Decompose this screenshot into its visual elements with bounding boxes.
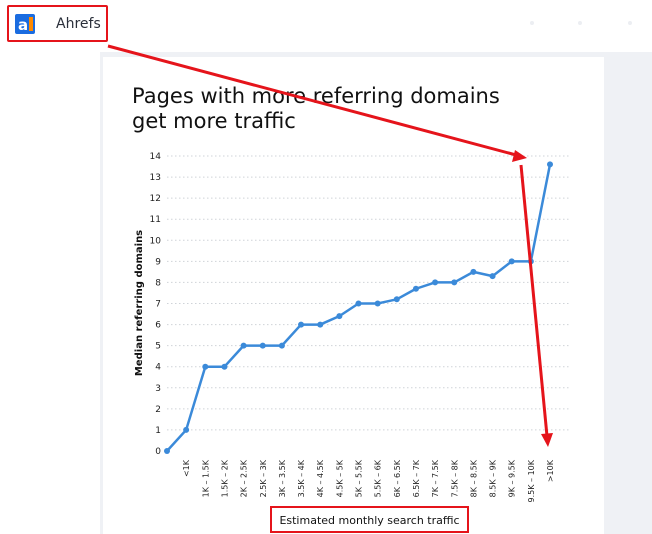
y-axis-label: Median referring domains bbox=[134, 230, 145, 376]
x-tick-label: 4.5K – 5K bbox=[335, 459, 344, 497]
data-point bbox=[240, 342, 247, 349]
data-point bbox=[336, 313, 343, 320]
x-tick-label: <1K bbox=[182, 459, 191, 477]
annotation-arrowhead-icon bbox=[541, 433, 553, 447]
data-point bbox=[393, 296, 400, 303]
chart-title-line-1: Pages with more referring domains bbox=[132, 84, 500, 108]
data-point bbox=[547, 161, 553, 168]
y-tick-label: 11 bbox=[150, 215, 161, 225]
y-tick-label: 8 bbox=[155, 278, 161, 288]
data-point bbox=[298, 321, 305, 328]
data-point bbox=[508, 258, 515, 265]
x-tick-label: 8.5K – 9K bbox=[489, 459, 498, 497]
brand-highlight-box bbox=[7, 5, 108, 42]
data-point bbox=[412, 285, 419, 292]
brand-name[interactable]: Ahrefs bbox=[56, 16, 101, 32]
x-tick-label: 7.5K – 8K bbox=[450, 459, 459, 497]
data-point bbox=[317, 321, 324, 328]
data-point bbox=[221, 363, 228, 370]
data-point bbox=[432, 279, 439, 286]
y-tick-label: 6 bbox=[155, 321, 161, 331]
x-tick-label: 2K – 2.5K bbox=[240, 459, 249, 497]
y-tick-label: 12 bbox=[150, 194, 161, 204]
data-point bbox=[451, 279, 458, 286]
y-tick-label: 2 bbox=[155, 405, 161, 415]
annotation-arrowhead-icon bbox=[512, 150, 527, 162]
x-axis-label-highlight: Estimated monthly search traffic bbox=[270, 506, 469, 533]
data-point bbox=[355, 300, 362, 307]
x-tick-label: 3K – 3.5K bbox=[278, 459, 287, 497]
x-tick-label: 7K – 7.5K bbox=[431, 459, 440, 497]
annotation-arrow-line bbox=[519, 164, 549, 437]
grid-lines bbox=[167, 155, 570, 431]
y-tick-label: 7 bbox=[155, 300, 161, 310]
y-tick-label: 14 bbox=[150, 152, 162, 162]
logo-letter: a bbox=[18, 16, 28, 34]
y-tick-label: 1 bbox=[155, 426, 161, 436]
annotation-arrow-line bbox=[107, 44, 517, 157]
y-tick-label: 0 bbox=[155, 447, 161, 457]
y-tick-label: 5 bbox=[155, 342, 161, 352]
data-point bbox=[470, 268, 477, 275]
x-tick-label: 5K – 5.5K bbox=[355, 459, 364, 497]
y-tick-label: 10 bbox=[150, 236, 162, 246]
chart-title-line-2: get more traffic bbox=[132, 109, 296, 133]
y-tick-label: 3 bbox=[155, 384, 161, 394]
chart-title: Pages with more referring domains get mo… bbox=[132, 84, 552, 134]
top-bar: a Ahrefs bbox=[0, 0, 652, 52]
x-tick-label: 1.5K – 2K bbox=[220, 459, 229, 497]
x-tick-label: 5.5K – 6K bbox=[374, 459, 383, 497]
x-tick-labels: <1K 1K – 1.5K 1.5K – 2K 2K – 2.5K 2.5K – 3K 3… bbox=[182, 459, 555, 502]
x-tick-label: 3.5K – 4K bbox=[297, 459, 306, 497]
x-tick-label: 1K – 1.5K bbox=[201, 459, 210, 497]
data-point bbox=[164, 448, 170, 454]
data-point bbox=[374, 300, 381, 307]
x-tick-label: 8K – 8.5K bbox=[469, 459, 478, 497]
x-tick-label: 4K – 4.5K bbox=[316, 459, 325, 497]
toolbar-dot-icon bbox=[628, 21, 632, 25]
x-tick-label: 9K – 9.5K bbox=[508, 459, 517, 497]
x-axis-label: Estimated monthly search traffic bbox=[279, 514, 460, 527]
article-image-card bbox=[103, 57, 604, 534]
annotation-arrows bbox=[107, 44, 553, 447]
x-tick-label: 9.5K – 10K bbox=[527, 459, 536, 502]
data-point bbox=[278, 342, 285, 349]
data-point bbox=[259, 342, 266, 349]
x-tick-label: 6.5K – 7K bbox=[412, 459, 421, 497]
toolbar-dot-icon bbox=[578, 21, 582, 25]
toolbar-dot-icon bbox=[530, 21, 534, 25]
x-tick-label: >10K bbox=[546, 459, 555, 482]
y-tick-label: 9 bbox=[155, 257, 161, 267]
data-point bbox=[489, 273, 496, 280]
y-tick-label: 4 bbox=[155, 363, 161, 373]
ahrefs-logo-icon[interactable]: a bbox=[15, 14, 35, 34]
x-tick-label: 6K – 6.5K bbox=[393, 459, 402, 497]
series-line bbox=[164, 161, 553, 454]
series-line-path bbox=[166, 164, 552, 452]
y-tick-label: 13 bbox=[150, 173, 161, 183]
data-point bbox=[202, 363, 209, 370]
x-tick-label: 2.5K – 3K bbox=[259, 459, 268, 497]
data-point bbox=[183, 426, 190, 433]
